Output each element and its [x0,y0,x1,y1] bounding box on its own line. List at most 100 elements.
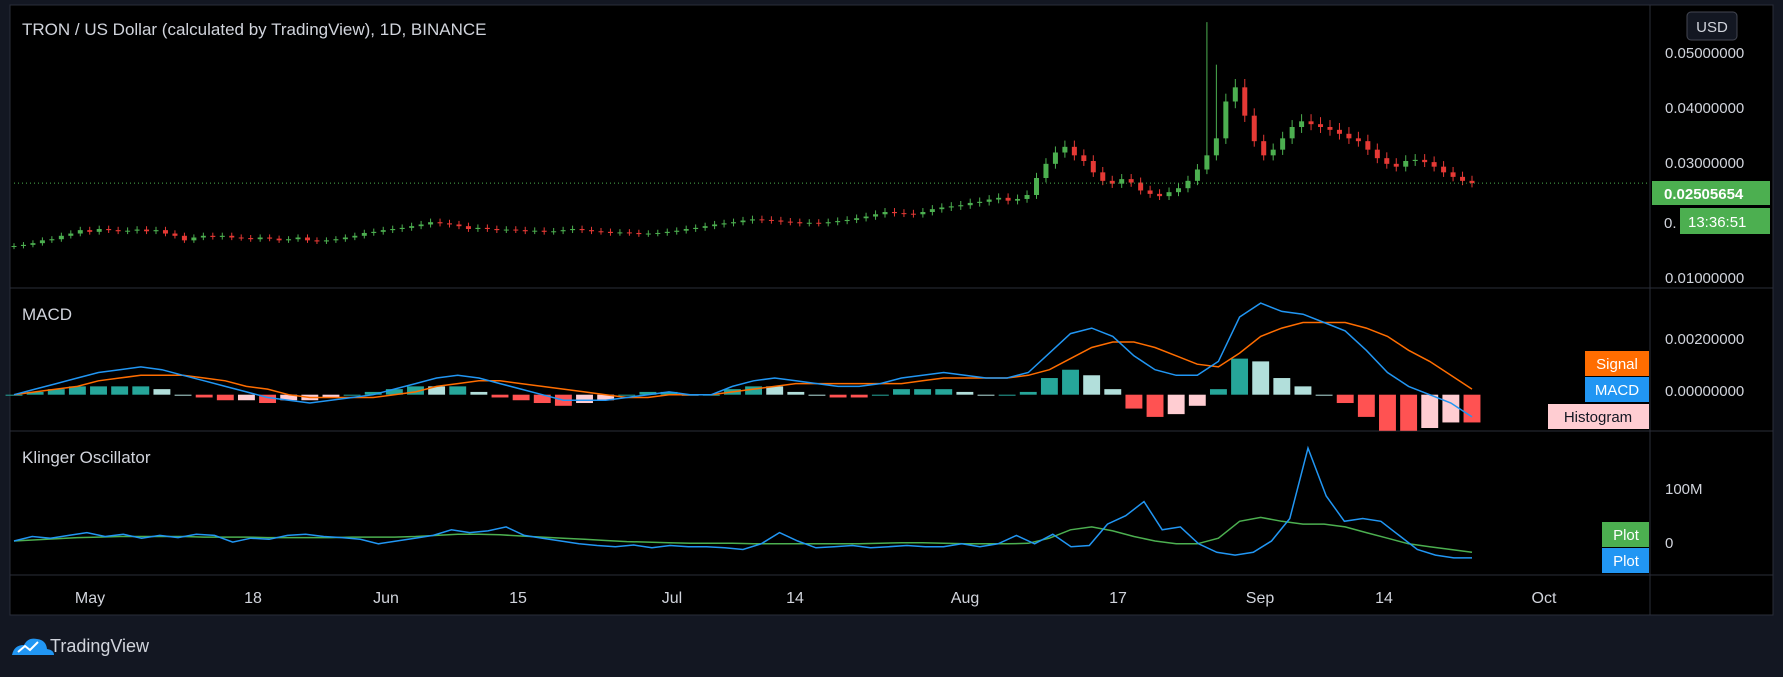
candle-body [986,199,992,202]
candle-body [1355,138,1361,142]
cloud-icon [12,638,54,655]
candle-body [1441,166,1447,173]
candle-body [1365,141,1371,150]
candle-body [844,219,850,222]
signal-badge: Signal [1585,351,1649,376]
candle-body [655,232,661,234]
histogram-bar [407,386,424,395]
candle-body [30,243,36,245]
candle-body [560,230,566,232]
candle-body [1109,180,1115,184]
candle-body [134,229,140,231]
candle-body [1138,182,1144,191]
candle-body [1346,133,1352,139]
macd-tick: 0.00000000 [1665,383,1744,400]
candle-body [267,237,273,239]
candle-body [380,230,386,232]
histogram-bar [1400,394,1418,431]
histogram-bar [1357,394,1375,417]
time-label: Aug [951,590,979,607]
time-label: 14 [1375,590,1393,607]
candle-body [854,218,860,220]
histogram-bar [618,394,636,396]
candle-body [1289,127,1295,139]
candle-body [1232,87,1238,102]
candle-body [248,238,254,240]
currency-button[interactable]: USD [1686,11,1738,41]
candle-body [1460,176,1466,181]
candle-body [115,230,121,232]
histogram-bar [216,394,234,401]
candle-body [1242,87,1248,116]
candle-body [1336,129,1342,134]
histogram-bar [576,394,593,404]
candle-body [68,233,74,236]
histogram-bar [343,394,361,396]
time-label: Jul [662,590,682,607]
candle-body [238,237,244,239]
tradingview-brand: TradingView [50,636,150,656]
histogram-bar [280,394,298,401]
candle-body [1280,138,1286,150]
candle-body [541,230,547,232]
candle-body [342,237,348,240]
histogram-bar [787,391,805,395]
candle-body [1403,161,1409,167]
candle-body [361,232,367,236]
histogram-bar [428,386,446,395]
candle-body [1052,152,1058,164]
candle-body [1166,192,1172,197]
histogram-bar [90,386,107,395]
histogram-bar [956,391,974,395]
candle-body [210,235,216,237]
candle-body [96,229,102,232]
candle-body [693,227,699,229]
candle-body [304,237,310,241]
time-axis[interactable]: May 18 Jun 15 Jul 14 Aug 17 Sep 14 Oct [75,590,1557,607]
time-label: Jun [373,590,399,607]
candle-body [891,212,897,214]
tradingview-logo[interactable]: TradingView [12,636,150,656]
candle-body [49,239,55,241]
candle-body [494,229,500,231]
price-pane[interactable] [11,22,1475,250]
candle-body [181,235,187,241]
candle-body [939,207,945,210]
candle-body [806,222,812,224]
candle-body [749,219,755,221]
candle-body [1299,121,1305,127]
candle-body [532,230,538,232]
histogram-bar [1019,391,1037,395]
macd-pane[interactable] [5,302,1481,431]
candle-body [503,229,509,231]
candle-body [1043,163,1049,178]
candle-body [721,223,727,225]
histogram-bar [1463,394,1481,423]
macd-title: MACD [22,305,72,324]
candle-body [702,226,708,228]
candle-body [295,237,301,240]
candle-body [1119,179,1125,184]
signal-line [13,321,1473,399]
klinger-line [13,445,1472,559]
histogram-bar [237,394,255,401]
current-price-label: 0.02505654 [1664,186,1744,203]
candle-body [200,235,206,238]
time-label: 18 [244,590,262,607]
candle-body [20,244,26,246]
candle-body [465,226,471,229]
histogram-bar [259,394,277,404]
histogram-bar [1442,394,1460,423]
candle-body [1062,146,1068,153]
histogram-bar [1252,361,1270,395]
candle-body [920,212,926,215]
candle-body [825,222,831,224]
price-tick: 0.03000000 [1665,155,1744,172]
klinger-pane[interactable] [13,445,1473,559]
histogram-bar [470,391,488,395]
histogram-bar [998,394,1016,396]
histogram-bar [977,394,995,396]
macd-badge-label: MACD [1595,382,1639,399]
candle-body [626,232,632,234]
